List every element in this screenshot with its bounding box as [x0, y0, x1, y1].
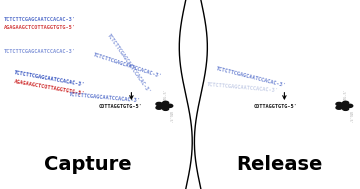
- Text: TCTCTTCGAGCAATCCACAC-3': TCTCTTCGAGCAATCCACAC-3': [14, 70, 86, 88]
- Text: AGAGAAGCTCOTTAGGTGTG-5': AGAGAAGCTCOTTAGGTGTG-5': [4, 25, 76, 30]
- Text: TCTCTTCGAGCAATCCACAC-3': TCTCTTCGAGCAATCCACAC-3': [207, 82, 279, 93]
- Text: TCTCTTCGAGCAATCCACAC-3': TCTCTTCGAGCAATCCACAC-3': [4, 49, 76, 53]
- Text: Release: Release: [236, 155, 322, 174]
- Circle shape: [336, 102, 342, 106]
- Circle shape: [336, 106, 342, 109]
- Text: GTG-5': GTG-5': [164, 88, 168, 101]
- Text: GTG-5': GTG-5': [344, 88, 348, 101]
- Circle shape: [159, 103, 169, 108]
- Text: TCTCTTCGAGCAATCCACAC-3': TCTCTTCGAGCAATCCACAC-3': [68, 92, 140, 103]
- Circle shape: [339, 103, 349, 108]
- Circle shape: [163, 107, 168, 110]
- Text: GTG-5': GTG-5': [348, 111, 352, 124]
- Text: AGAGAAGCTCOTTAGGTGTG-5': AGAGAAGCTCOTTAGGTGTG-5': [14, 79, 86, 96]
- Text: Capture: Capture: [44, 155, 132, 174]
- Text: TCTCTTCGAGCAATCCACAC-3': TCTCTTCGAGCAATCCACAC-3': [106, 33, 151, 94]
- Text: TCTCTTCGAGCAATCCACAC-3': TCTCTTCGAGCAATCCACAC-3': [93, 52, 163, 79]
- Circle shape: [343, 101, 348, 105]
- Text: TCTCTTCGAGCAATCCACAC-3': TCTCTTCGAGCAATCCACAC-3': [4, 17, 76, 22]
- Circle shape: [167, 104, 173, 107]
- Circle shape: [156, 102, 162, 106]
- Text: COTTAGGTGTG-5': COTTAGGTGTG-5': [99, 104, 143, 109]
- Circle shape: [347, 104, 353, 107]
- Circle shape: [343, 107, 348, 110]
- Text: TCTCTTCGAGCAATCCACAC-3': TCTCTTCGAGCAATCCACAC-3': [215, 67, 286, 89]
- Circle shape: [156, 106, 162, 109]
- Text: COTTAGGTGTG-5': COTTAGGTGTG-5': [254, 104, 298, 109]
- Text: GTG-5': GTG-5': [168, 111, 172, 124]
- Circle shape: [163, 101, 168, 105]
